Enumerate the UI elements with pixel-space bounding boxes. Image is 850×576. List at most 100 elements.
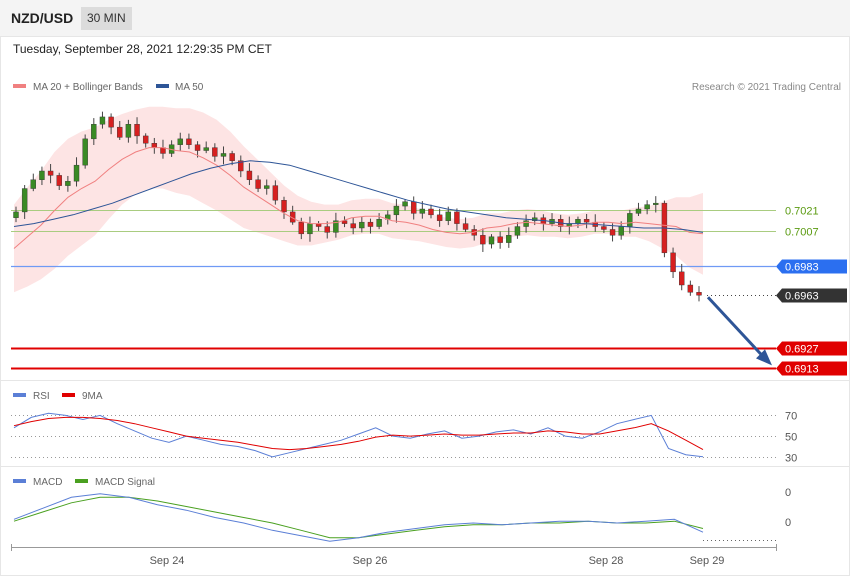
candle-body xyxy=(644,204,650,210)
candle-body xyxy=(220,153,227,157)
level-tag-5 xyxy=(776,361,847,376)
candle-body xyxy=(601,226,607,230)
candle-body xyxy=(359,221,365,229)
candle-body xyxy=(436,214,443,221)
candle-body xyxy=(65,181,71,186)
candle-body xyxy=(298,221,305,235)
rsi-9ma-line xyxy=(13,416,704,451)
level-label-2: 0.6983 xyxy=(785,262,819,274)
candle-body xyxy=(39,170,45,180)
candle-body xyxy=(488,236,495,245)
candle-body xyxy=(696,292,702,296)
candle-body xyxy=(350,223,356,229)
legend-macd-signal: MACD Signal xyxy=(95,477,155,488)
currency-pair: NZD/USD xyxy=(11,10,74,26)
candle-body xyxy=(324,226,330,233)
arrow-shaft xyxy=(706,296,764,357)
level-label-1: 0.7007 xyxy=(785,227,819,239)
candle-body xyxy=(108,116,114,128)
candle-body xyxy=(203,147,209,151)
rsi-level-label: 70 xyxy=(785,411,797,423)
legend-swatch-ma20 xyxy=(13,84,26,88)
candle-body xyxy=(73,164,80,182)
candle-body xyxy=(653,202,659,205)
candle-body xyxy=(514,226,521,236)
candle-body xyxy=(523,220,529,227)
candle-body xyxy=(30,179,36,189)
legend-ma20: MA 20 + Bollinger Bands xyxy=(33,82,143,93)
credit-text: Research © 2021 Trading Central xyxy=(692,82,841,93)
candle-body xyxy=(186,138,192,145)
candle-body xyxy=(618,226,624,236)
candle-body xyxy=(687,284,694,293)
candle-body xyxy=(575,219,581,224)
candle-body xyxy=(341,220,348,224)
candle-body xyxy=(445,211,451,221)
candle-body xyxy=(177,138,183,145)
level-tag-4 xyxy=(776,341,847,356)
candle-body xyxy=(609,229,616,236)
candle-body xyxy=(21,188,28,213)
candle-body xyxy=(56,175,62,186)
candle-body xyxy=(99,116,106,125)
x-tick-label: Sep 26 xyxy=(353,555,388,567)
candle-body xyxy=(142,135,149,144)
candle-body xyxy=(367,221,374,227)
x-tick-label: Sep 24 xyxy=(150,555,185,567)
candle-body xyxy=(264,185,270,189)
candle-body xyxy=(246,170,253,180)
candle-body xyxy=(134,124,140,137)
x-tick-label: Sep 28 xyxy=(589,555,624,567)
candle-body xyxy=(497,236,503,243)
level-label-5: 0.6913 xyxy=(785,364,819,376)
rsi-line xyxy=(13,412,704,458)
candle-body xyxy=(419,208,426,214)
bollinger-bands xyxy=(14,106,703,293)
level-tag-3 xyxy=(776,288,847,303)
x-tick-label: Sep 29 xyxy=(690,555,725,567)
candle-body xyxy=(583,219,590,223)
moving-averages xyxy=(13,147,704,249)
macd-panel: 00 xyxy=(13,487,791,542)
bollinger-band-fill xyxy=(14,106,703,293)
candle-body xyxy=(480,235,486,245)
candle-body xyxy=(635,208,642,214)
legend-9ma: 9MA xyxy=(82,391,103,402)
legend-rsi: RSI xyxy=(33,391,50,402)
ma50-line xyxy=(13,160,704,233)
candle-body xyxy=(307,223,313,235)
candle-body xyxy=(506,235,512,243)
candle-body xyxy=(428,208,434,216)
level-tag-2 xyxy=(776,259,847,274)
level-label-4: 0.6927 xyxy=(785,344,819,356)
timeframe-button[interactable]: 30 MIN xyxy=(81,7,132,30)
candle-body xyxy=(151,143,158,148)
candle-body xyxy=(13,211,19,218)
candle-body xyxy=(125,124,132,138)
candle-body xyxy=(627,213,633,227)
candle-body xyxy=(238,160,244,172)
candle-body xyxy=(679,271,685,286)
candle-body xyxy=(255,179,261,189)
legend-swatch-rsi xyxy=(13,393,26,397)
legend-swatch-macd xyxy=(13,479,26,483)
candle-body xyxy=(194,144,201,151)
rsi-level-label: 30 xyxy=(785,453,797,465)
legend-swatch-macd-signal xyxy=(75,479,88,483)
level-label-3: 0.6963 xyxy=(785,291,819,303)
candle-body xyxy=(333,220,339,233)
legend-swatch-ma50 xyxy=(156,84,169,88)
candle-body xyxy=(376,219,382,227)
rsi-panel: 70 50 30 xyxy=(11,411,797,465)
price-level-labels: 0.7021 0.7007 0.6983 0.6963 0.6927 0.6913 xyxy=(776,206,847,376)
candle-body xyxy=(402,201,408,207)
arrow-head xyxy=(756,349,772,366)
candle-body xyxy=(462,223,469,230)
candle-body xyxy=(454,211,460,224)
macd-axis-label: 0 xyxy=(785,487,791,499)
macd-line xyxy=(13,493,704,542)
candle-body xyxy=(229,153,235,161)
macd-axis-label: 0 xyxy=(785,517,791,529)
